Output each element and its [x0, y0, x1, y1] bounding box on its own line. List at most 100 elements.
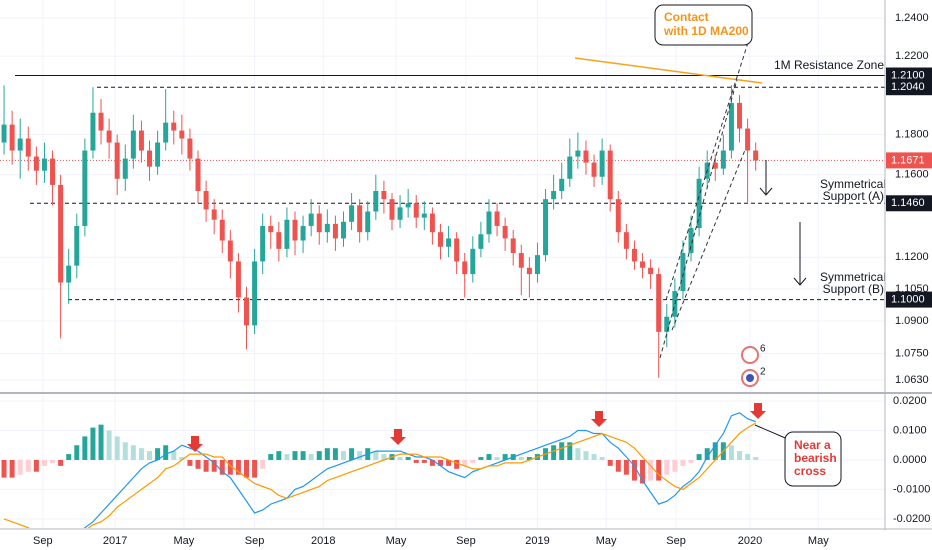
- histogram-bar: [486, 454, 492, 460]
- histogram-bar: [526, 457, 532, 460]
- histogram-bar: [518, 457, 524, 460]
- histogram-bar: [276, 451, 282, 460]
- axes: Sep 2017 May Sep 2018 May Sep 2019 May Sep 2020 May…: [33, 12, 932, 547]
- candle-body: [745, 128, 751, 151]
- histogram-bar: [163, 445, 169, 460]
- y-tick-label: -0.0200: [893, 513, 930, 525]
- histogram-bar: [316, 451, 322, 460]
- candle-body: [122, 158, 128, 179]
- candle-body: [753, 150, 759, 161]
- candle-body: [235, 261, 241, 298]
- candle-body: [720, 150, 726, 169]
- candle-body: [179, 130, 185, 139]
- histogram-bar: [308, 454, 314, 460]
- histogram-bar: [332, 448, 338, 460]
- candle-body: [534, 255, 540, 275]
- histogram-bar: [745, 454, 751, 460]
- candle-body: [300, 225, 306, 241]
- channel-line: [659, 79, 738, 359]
- last-price-box: [886, 152, 932, 169]
- candle-body: [567, 156, 573, 179]
- y-tick-label: 0.0000: [893, 454, 927, 466]
- y-tick-label: -0.0100: [893, 483, 930, 495]
- marker-arrow: [390, 429, 406, 445]
- candle-body: [664, 316, 670, 332]
- histogram-bar: [203, 459, 209, 472]
- level-label-box: [886, 195, 932, 212]
- y-tick-label: 1.0900: [895, 315, 929, 327]
- callout-text: with 1D MA200: [663, 24, 749, 38]
- candle-body: [82, 150, 88, 226]
- histogram-bar: [284, 454, 290, 460]
- x-tick-label: May: [808, 535, 829, 547]
- histogram-bar: [114, 436, 120, 460]
- candle-body: [332, 223, 338, 239]
- histogram-bar: [437, 459, 443, 466]
- histogram-bar: [615, 459, 621, 472]
- histogram-bar: [446, 459, 452, 466]
- candle-body: [656, 274, 662, 332]
- histogram-bar: [656, 459, 662, 481]
- histogram-bar: [373, 451, 379, 460]
- grid: [0, 0, 885, 529]
- candle-body: [74, 225, 80, 266]
- event-icon[interactable]: [741, 346, 759, 364]
- candle-body: [640, 261, 646, 268]
- histogram-bar: [219, 459, 225, 475]
- histogram-bar: [1, 459, 7, 478]
- candle-body: [559, 178, 565, 192]
- candle-body: [155, 142, 161, 167]
- histogram-bar: [429, 459, 435, 466]
- y-tick-label: 1.1600: [895, 169, 929, 181]
- candle-body: [502, 225, 508, 239]
- candle-body: [728, 102, 734, 151]
- candle-body: [171, 122, 177, 131]
- candle-body: [106, 130, 112, 143]
- histogram-bar: [244, 459, 250, 478]
- candle-body: [58, 184, 64, 283]
- x-tick-label: 2019: [525, 535, 549, 547]
- histogram-bar: [106, 430, 112, 460]
- candle-body: [526, 267, 532, 275]
- candle-body: [33, 156, 39, 171]
- marker-arrow: [750, 403, 766, 419]
- x-tick-label: May: [386, 535, 407, 547]
- candle-body: [631, 248, 637, 262]
- histogram-bar: [640, 459, 646, 484]
- x-tick-label: Sep: [245, 535, 265, 547]
- callout-box: [654, 4, 753, 46]
- candle-body: [737, 102, 743, 129]
- candle-body: [203, 191, 209, 210]
- candle-body: [599, 150, 605, 177]
- level-label: 1.2040: [891, 81, 925, 93]
- ma200-line: [574, 57, 763, 84]
- histogram-bar: [211, 459, 217, 472]
- histogram-bar: [664, 459, 670, 475]
- annotations: Contact with 1D MA200 1M Resistance Zone…: [187, 4, 886, 487]
- candle-body: [147, 150, 153, 167]
- histogram-bar: [688, 459, 694, 463]
- candle-body: [211, 209, 217, 220]
- histogram-bar: [292, 451, 298, 460]
- candle-body: [551, 191, 557, 200]
- event-icon: [746, 374, 754, 382]
- callout-text: cross: [794, 464, 826, 478]
- histogram-bar: [583, 451, 589, 460]
- candle-body: [130, 130, 136, 159]
- candle-body: [583, 150, 589, 163]
- histogram-bar: [9, 459, 15, 478]
- channel-line: [665, 29, 753, 301]
- candle-body: [316, 213, 322, 233]
- histogram-bar: [300, 451, 306, 460]
- y-tick-label: 1.1200: [895, 251, 929, 263]
- marker-arrow: [591, 411, 607, 427]
- x-tick-label: Sep: [666, 535, 686, 547]
- histogram-bar: [195, 459, 201, 469]
- candle-body: [696, 178, 702, 229]
- candle-body: [648, 267, 654, 275]
- candle-body: [397, 207, 403, 220]
- candle-body: [454, 238, 460, 262]
- candle-body: [470, 248, 476, 275]
- candle-body: [365, 211, 371, 233]
